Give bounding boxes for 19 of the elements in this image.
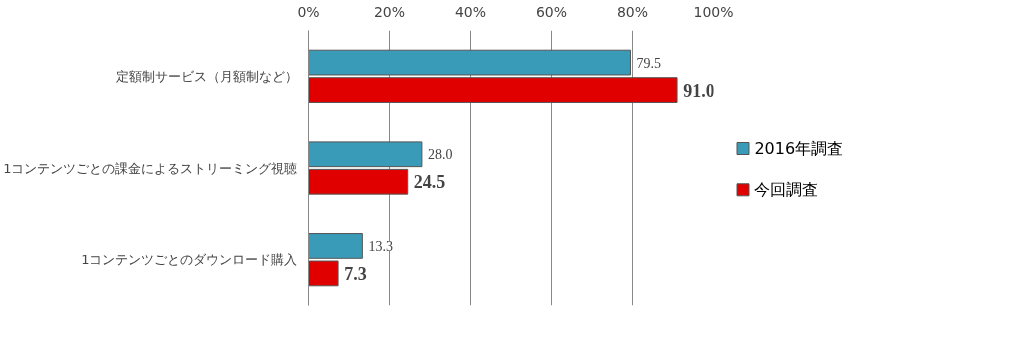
- legend-label: 今回調査: [754, 180, 819, 200]
- data-label: 28.0: [427, 147, 453, 163]
- x-tick-label: 20%: [373, 3, 406, 20]
- x-tick-label: 60%: [535, 3, 568, 20]
- data-label: 24.5: [413, 172, 446, 193]
- x-tick-label: 80%: [616, 3, 649, 20]
- legend-label: 2016年調査: [754, 139, 844, 158]
- data-label: 7.3: [344, 263, 367, 284]
- y-tick-label: 1コンテンツごとのダウンロード購入: [81, 252, 298, 268]
- bar: [308, 168, 409, 195]
- y-tick-label: 1コンテンツごとの課金によるストリーミング視聴: [3, 160, 298, 176]
- y-tick-label: 定額制サービス（月額制など）: [115, 68, 298, 84]
- x-tick-label: 0%: [297, 3, 320, 20]
- x-tick-label: 40%: [454, 3, 487, 20]
- data-label: 91.0: [683, 80, 715, 101]
- bar: [308, 141, 423, 168]
- data-label: 79.5: [636, 55, 662, 71]
- data-label: 13.3: [368, 238, 393, 254]
- x-tick-label: 100%: [693, 3, 734, 20]
